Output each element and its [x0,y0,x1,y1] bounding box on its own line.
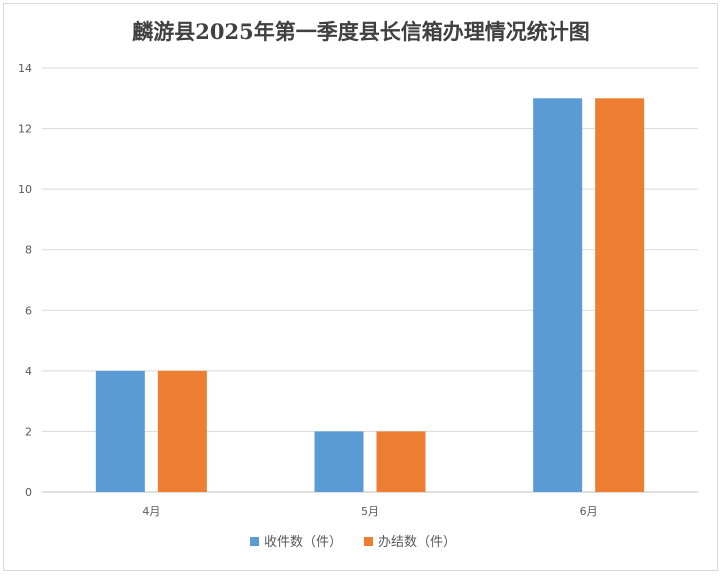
x-tick-label: 5月 [361,505,379,518]
y-tick-label: 2 [25,425,32,438]
y-tick-label: 0 [25,486,32,499]
bar-received [533,98,583,493]
x-axis-ticks: 4月 5月 6月 [142,505,597,518]
gridlines [42,67,698,493]
legend-swatch [364,537,373,546]
bar-completed [157,370,207,492]
legend-swatch [250,537,259,546]
y-axis-ticks: 0 2 4 6 8 10 12 14 [18,62,32,499]
legend-label: 收件数（件） [264,535,342,550]
y-tick-label: 10 [18,183,32,196]
bars [95,98,645,493]
bar-received [314,431,364,492]
bar-completed [595,98,645,493]
x-tick-label: 4月 [142,505,160,518]
x-tick-label: 6月 [580,505,598,518]
bar-completed [376,431,426,492]
y-tick-label: 6 [25,304,32,317]
legend: 收件数（件） 办结数（件） [250,535,456,550]
bar-received [95,370,145,492]
y-tick-label: 4 [25,365,32,378]
y-tick-label: 12 [18,123,32,136]
chart-title: 麟游县2025年第一季度县长信箱办理情况统计图 [132,19,589,44]
legend-label: 办结数（件） [378,535,456,550]
y-tick-label: 14 [18,62,32,75]
y-tick-label: 8 [25,244,32,257]
chart-frame [3,3,718,571]
